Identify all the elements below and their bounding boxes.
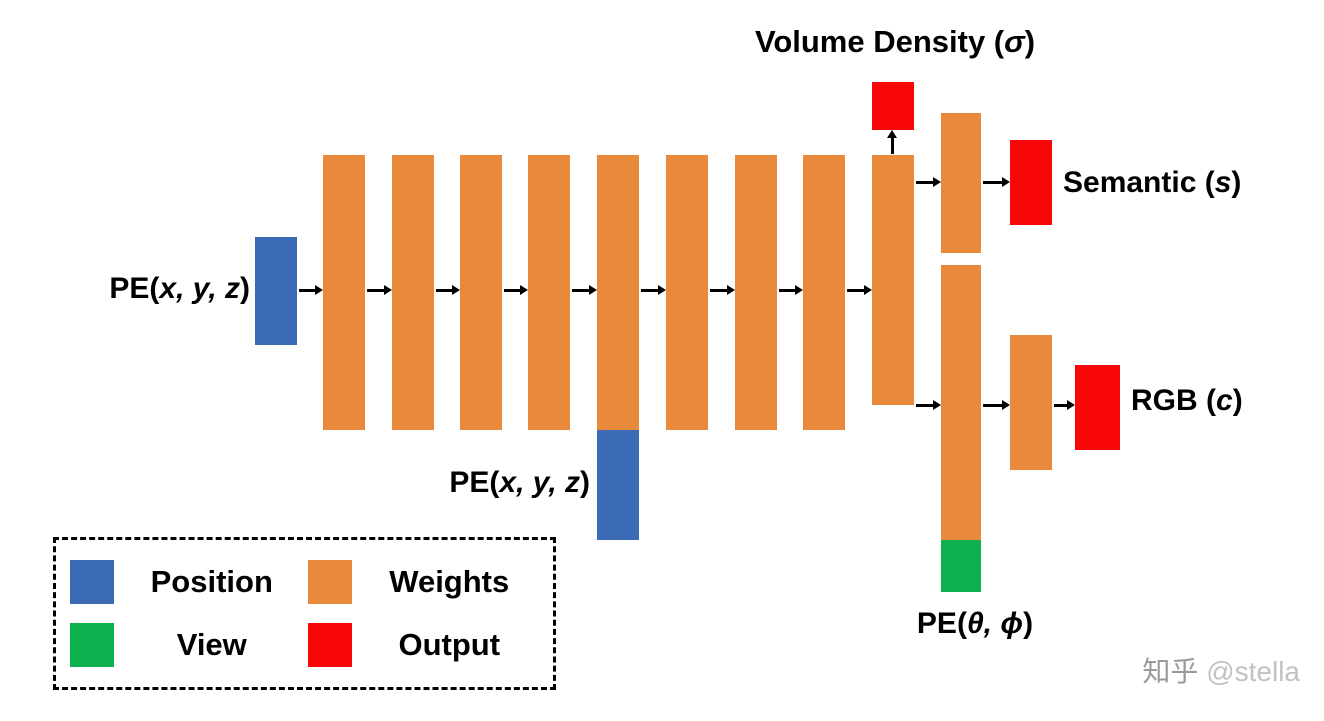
flow-arrow-input — [299, 289, 315, 292]
volume-density-var: σ — [1004, 24, 1025, 59]
legend-label-output: Output — [398, 627, 501, 663]
flow-arrow-8 — [847, 289, 864, 292]
semantic-var: s — [1214, 166, 1232, 199]
rgb-output-arrow — [1054, 404, 1067, 407]
semantic-suffix: ) — [1231, 166, 1242, 199]
color-head-weights-bar — [1010, 335, 1052, 470]
weights-layer-2-bar — [392, 155, 434, 430]
volume-density-suffix: ) — [1024, 24, 1036, 59]
input-pe-suffix: ) — [240, 272, 250, 305]
legend-label-position: Position — [150, 563, 273, 599]
watermark-site: 知乎 — [1142, 656, 1199, 687]
view-pe-vars: θ, ϕ — [966, 607, 1024, 640]
density-output-block — [872, 82, 914, 130]
flow-arrow-3 — [504, 289, 520, 292]
weights-layer-4-bar — [528, 155, 570, 430]
rgb-suffix: ) — [1232, 384, 1243, 417]
watermark-handle: @stella — [1206, 656, 1300, 687]
rgb-prefix: RGB ( — [1131, 384, 1216, 417]
volume-density-prefix: Volume Density ( — [754, 24, 1005, 59]
view-direction-input-block — [941, 540, 981, 592]
semantic-head-weights-bar — [941, 113, 981, 253]
weights-layer-1-bar — [323, 155, 365, 430]
legend-label-weights: Weights — [389, 563, 510, 599]
view-pe-suffix: ) — [1023, 607, 1034, 640]
weights-layer-7-bar — [735, 155, 777, 430]
flow-arrow-7 — [779, 289, 795, 292]
legend-swatch-output — [307, 623, 352, 668]
color-branch-arrow — [916, 404, 933, 407]
semantic-prefix: Semantic ( — [1063, 166, 1215, 199]
color-branch-weights-bar — [941, 265, 981, 540]
rgb-output-block — [1075, 365, 1120, 450]
rgb-label: RGB (c) — [1131, 384, 1243, 419]
view-pe-prefix: PE( — [916, 607, 967, 640]
color-head-arrow — [983, 404, 1002, 407]
flow-arrow-2 — [436, 289, 452, 292]
skip-pe-label: PE(x, y, z) — [398, 466, 590, 501]
semantic-label: Semantic (s) — [1063, 166, 1241, 201]
input-pe-prefix: PE( — [109, 272, 160, 305]
semantic-branch-arrow — [916, 181, 933, 184]
input-pe-vars: x, y, z — [159, 272, 240, 305]
rgb-var: c — [1216, 384, 1233, 417]
volume-density-label: Volume Density (σ) — [690, 24, 1100, 60]
semantic-output-arrow — [983, 181, 1002, 184]
skip-pe-prefix: PE( — [449, 466, 500, 499]
weights-layer-9-bar — [872, 155, 914, 405]
watermark: 知乎 @stella — [1020, 650, 1300, 690]
flow-arrow-6 — [710, 289, 727, 292]
weights-layer-3-bar — [460, 155, 502, 430]
flow-arrow-4 — [572, 289, 589, 292]
semantic-output-block — [1010, 140, 1052, 225]
skip-pe-suffix: ) — [580, 466, 590, 499]
legend-swatch-position — [70, 559, 114, 604]
weights-layer-8-bar — [803, 155, 845, 430]
density-arrow — [891, 138, 894, 154]
input-pe-label: PE(x, y, z) — [55, 272, 250, 307]
skip-pe-vars: x, y, z — [499, 466, 580, 499]
legend-label-view: View — [176, 627, 247, 663]
flow-arrow-5 — [641, 289, 658, 292]
legend-box: Position Weights View Output — [53, 537, 556, 690]
weights-layer-5-bar — [597, 155, 639, 430]
weights-layer-6-bar — [666, 155, 708, 430]
legend-swatch-view — [70, 623, 114, 668]
input-position-block — [255, 237, 297, 345]
view-pe-label: PE(θ, ϕ) — [880, 607, 1070, 642]
skip-position-block — [597, 430, 639, 540]
legend-swatch-weights — [307, 559, 352, 604]
flow-arrow-1 — [367, 289, 384, 292]
